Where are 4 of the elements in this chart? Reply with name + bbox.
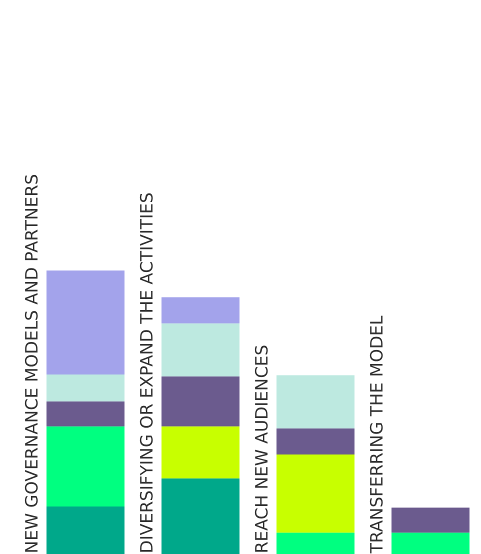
x-tick-label: NEW GOVERNANCE MODELS AND PARTNERS <box>22 174 42 554</box>
x-tick-label: REACH NEW AUDIENCES <box>252 344 272 554</box>
x-tick-label: TRANSFERRING THE MODEL <box>367 315 388 554</box>
x-tick-label: DIVERSIFYING OR EXPAND THE ACTIVITIES <box>137 192 158 554</box>
